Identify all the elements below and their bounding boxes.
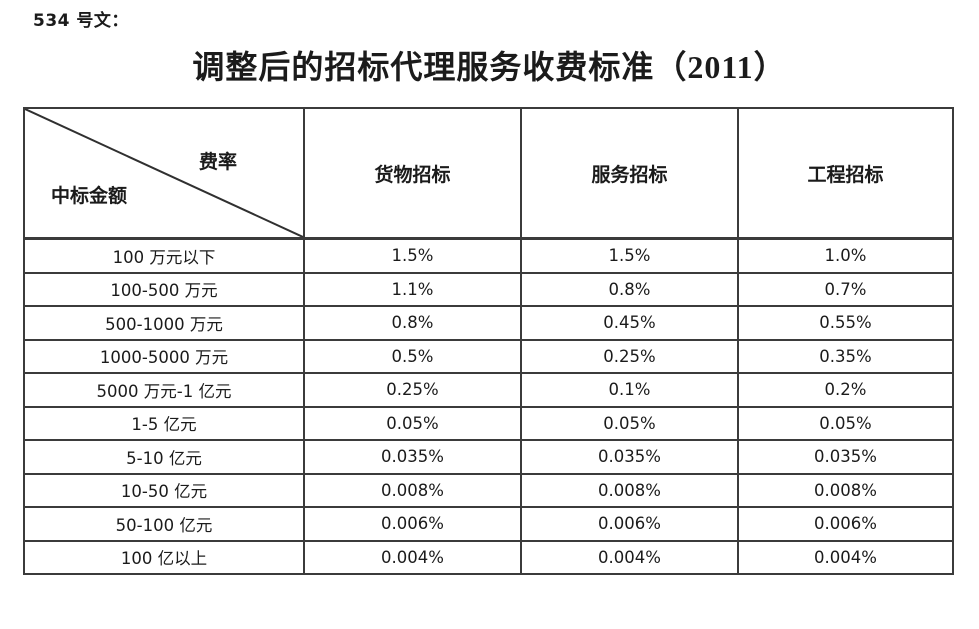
rate-cell: 0.05%: [737, 405, 954, 441]
table-row: 100 亿以上 0.004% 0.004% 0.004%: [23, 539, 954, 575]
rate-cell: 1.1%: [303, 271, 522, 307]
header-row: 费率 中标金额 货物招标 服务招标 工程招标: [23, 107, 954, 240]
diagonal-divider-line: [25, 109, 303, 237]
corner-header-cell: 费率 中标金额: [23, 107, 305, 240]
table-row: 5-10 亿元 0.035% 0.035% 0.035%: [23, 439, 954, 475]
rate-cell: 0.55%: [737, 305, 954, 341]
table-row: 500-1000 万元 0.8% 0.45% 0.55%: [23, 305, 954, 341]
winning-amount-corner-label: 中标金额: [51, 186, 128, 207]
rate-cell: 0.05%: [303, 405, 522, 441]
fee-rate-table: 费率 中标金额 货物招标 服务招标 工程招标 100 万元以下 1.5% 1.5% 1…: [23, 107, 954, 575]
rate-cell: 0.035%: [303, 439, 522, 475]
amount-cell: 100 万元以下: [23, 237, 305, 274]
table-row: 1000-5000 万元 0.5% 0.25% 0.35%: [23, 338, 954, 374]
amount-cell: 1-5 亿元: [23, 405, 305, 441]
rate-cell: 0.004%: [520, 539, 739, 575]
fee-rate-corner-label: 费率: [198, 152, 237, 173]
table-row: 1-5 亿元 0.05% 0.05% 0.05%: [23, 405, 954, 441]
page-title: 调整后的招标代理服务收费标准（2011）: [192, 49, 787, 85]
rate-cell: 0.006%: [520, 506, 739, 542]
rate-cell: 1.5%: [520, 237, 739, 274]
rate-cell: 0.05%: [520, 405, 739, 441]
amount-cell: 100-500 万元: [23, 271, 305, 307]
table-row: 50-100 亿元 0.006% 0.006% 0.006%: [23, 506, 954, 542]
rate-cell: 0.008%: [737, 472, 954, 508]
rate-cell: 0.006%: [737, 506, 954, 542]
amount-cell: 5000 万元-1 亿元: [23, 372, 305, 408]
rate-cell: 0.5%: [303, 338, 522, 374]
rate-cell: 0.035%: [520, 439, 739, 475]
rate-cell: 0.004%: [737, 539, 954, 575]
amount-cell: 50-100 亿元: [23, 506, 305, 542]
amount-cell: 500-1000 万元: [23, 305, 305, 341]
table-row: 100-500 万元 1.1% 0.8% 0.7%: [23, 271, 954, 307]
rate-cell: 0.2%: [737, 372, 954, 408]
rate-cell: 0.8%: [520, 271, 739, 307]
column-header-engineering: 工程招标: [737, 107, 954, 240]
rate-cell: 0.7%: [737, 271, 954, 307]
rate-cell: 0.25%: [520, 338, 739, 374]
rate-cell: 0.8%: [303, 305, 522, 341]
amount-cell: 10-50 亿元: [23, 472, 305, 508]
column-header-goods: 货物招标: [303, 107, 522, 240]
document-ref-label: 534 号文：: [33, 11, 129, 31]
rate-cell: 0.008%: [303, 472, 522, 508]
rate-cell: 1.5%: [303, 237, 522, 274]
rate-cell: 0.1%: [520, 372, 739, 408]
table-row: 100 万元以下 1.5% 1.5% 1.0%: [23, 237, 954, 274]
rate-cell: 0.45%: [520, 305, 739, 341]
table-row: 10-50 亿元 0.008% 0.008% 0.008%: [23, 472, 954, 508]
rate-cell: 0.35%: [737, 338, 954, 374]
amount-cell: 100 亿以上: [23, 539, 305, 575]
rate-cell: 0.035%: [737, 439, 954, 475]
rate-cell: 0.008%: [520, 472, 739, 508]
rate-cell: 1.0%: [737, 237, 954, 274]
amount-cell: 1000-5000 万元: [23, 338, 305, 374]
rate-cell: 0.004%: [303, 539, 522, 575]
column-header-service: 服务招标: [520, 107, 739, 240]
fee-table-body: 100 万元以下 1.5% 1.5% 1.0% 100-500 万元 1.1% 0.8% 0.…: [23, 237, 954, 575]
amount-cell: 5-10 亿元: [23, 439, 305, 475]
rate-cell: 0.25%: [303, 372, 522, 408]
rate-cell: 0.006%: [303, 506, 522, 542]
table-row: 5000 万元-1 亿元 0.25% 0.1% 0.2%: [23, 372, 954, 408]
